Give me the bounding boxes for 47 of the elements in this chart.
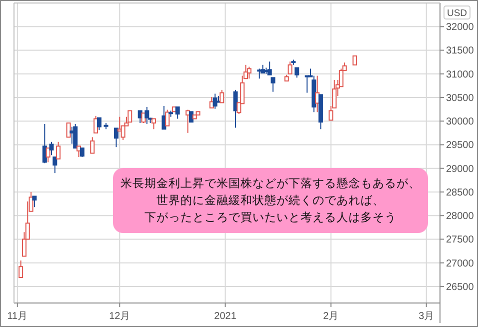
y-tick-label: 28000 bbox=[446, 211, 474, 222]
candlestick bbox=[96, 117, 102, 131]
candlestick bbox=[243, 64, 248, 80]
y-tick-label: 30000 bbox=[446, 116, 474, 128]
candlestick bbox=[56, 141, 61, 160]
candlestick bbox=[294, 67, 300, 78]
y-tick-label: 29000 bbox=[446, 164, 474, 175]
y-axis-title: USD bbox=[446, 8, 468, 19]
y-tick-label: 26500 bbox=[446, 282, 474, 293]
candlestick bbox=[188, 111, 194, 123]
annotation: 米長期金利上昇で米国株などが下落する懸念もあるが、 bbox=[120, 177, 420, 190]
y-tick-label: 31000 bbox=[446, 69, 474, 80]
candlestick bbox=[52, 156, 58, 174]
x-tick-label: 12月 bbox=[109, 311, 130, 322]
x-tick-label: 2月 bbox=[323, 311, 339, 322]
x-tick-label: 3月 bbox=[418, 311, 434, 322]
candlestick bbox=[32, 196, 37, 208]
candlestick bbox=[76, 146, 81, 158]
y-tick-label: 31500 bbox=[446, 46, 474, 57]
candlestick bbox=[220, 89, 224, 104]
candlestick bbox=[46, 148, 50, 163]
candlestick bbox=[128, 110, 132, 123]
candlestick bbox=[49, 141, 54, 156]
x-tick-label: 11月 bbox=[7, 311, 28, 322]
candlestick bbox=[151, 118, 156, 130]
candlestick bbox=[165, 109, 170, 126]
candlestick bbox=[90, 136, 95, 154]
y-tick-label: 32000 bbox=[446, 22, 474, 34]
candlestick bbox=[212, 93, 218, 110]
candlestick bbox=[246, 66, 252, 80]
candlestick bbox=[209, 96, 214, 108]
candlestick bbox=[114, 128, 118, 148]
y-tick-label: 28500 bbox=[446, 187, 474, 198]
candlestick bbox=[94, 115, 98, 134]
y-tick-label: 27500 bbox=[446, 234, 474, 246]
annotation: 世界的に金融緩和状態が続くのであれば、 bbox=[156, 194, 384, 207]
candlestick bbox=[18, 260, 24, 278]
candlestick bbox=[144, 106, 150, 124]
candlestick bbox=[73, 123, 78, 149]
y-tick-label: 29500 bbox=[446, 140, 474, 152]
candlestick bbox=[66, 122, 71, 138]
candlestick bbox=[138, 110, 142, 124]
annotation: 下がったところで買いたいと考える人は多そう bbox=[144, 211, 396, 224]
y-tick-label: 27000 bbox=[446, 258, 474, 270]
y-tick-label: 30500 bbox=[446, 92, 474, 104]
candlestick bbox=[175, 106, 180, 120]
x-tick-label: 2021 bbox=[214, 311, 237, 322]
